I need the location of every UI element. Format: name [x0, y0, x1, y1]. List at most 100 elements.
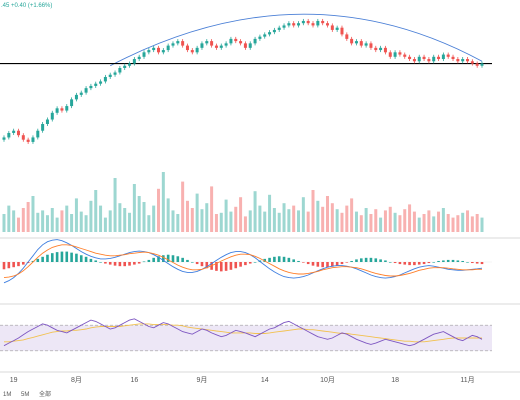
- volume-bar: [446, 214, 450, 232]
- candle-body: [123, 65, 127, 68]
- candle-body: [161, 50, 165, 53]
- candle-body: [99, 81, 103, 84]
- x-axis: 198月169月1410月1811月1512月142022172月: [10, 376, 475, 384]
- volume-bar: [248, 210, 252, 232]
- volume-bar: [103, 217, 107, 232]
- macd-histogram-bar: [89, 258, 93, 262]
- macd-histogram-bar: [456, 260, 460, 262]
- volume-bar: [480, 217, 484, 232]
- candle-body: [466, 59, 470, 62]
- volume-bar: [137, 196, 141, 232]
- candle-body: [190, 50, 194, 53]
- candle-body: [205, 41, 209, 44]
- timeframe-1[interactable]: 5M: [21, 392, 29, 398]
- macd-histogram-bar: [480, 262, 484, 265]
- volume-bar: [166, 198, 170, 232]
- volume-bar: [466, 210, 470, 232]
- volume-bar: [147, 215, 151, 232]
- volume-bar: [21, 208, 25, 232]
- volume-bar: [354, 211, 358, 232]
- candle-body: [340, 27, 344, 35]
- candle-body: [456, 59, 460, 62]
- candle-body: [316, 20, 320, 26]
- candle-body: [379, 47, 383, 51]
- volume-bar: [12, 210, 16, 232]
- candle-body: [16, 130, 20, 136]
- candle-body: [480, 63, 484, 66]
- macd-histogram-bar: [113, 262, 117, 266]
- volume-bar: [470, 216, 474, 232]
- volume-bar: [152, 205, 156, 232]
- macd-histogram-bar: [46, 254, 49, 262]
- macd-histogram-bar: [306, 262, 310, 265]
- macd-histogram-bar: [200, 262, 204, 267]
- candle-body: [345, 34, 349, 39]
- macd-histogram-bar: [244, 262, 247, 266]
- macd-histogram-bar: [277, 256, 281, 262]
- candle-body: [224, 43, 228, 46]
- macd-histogram-bar: [326, 262, 329, 268]
- candle-body: [60, 108, 64, 111]
- volume-bar: [36, 212, 40, 232]
- macd-histogram-bar: [302, 262, 305, 263]
- macd-histogram-bar: [364, 257, 368, 262]
- volume-bar: [74, 198, 78, 232]
- macd-histogram-bar: [335, 262, 339, 266]
- volume-bar: [441, 208, 445, 232]
- volume-bar: [84, 215, 88, 232]
- volume-bar: [350, 198, 354, 232]
- candle-body: [272, 29, 276, 33]
- candle-body: [253, 38, 257, 44]
- candle-body: [239, 41, 243, 44]
- candle-body: [128, 63, 132, 66]
- candle-body: [248, 43, 252, 48]
- macd-histogram-bar: [422, 262, 426, 265]
- timeframe-0[interactable]: 1M: [3, 392, 11, 398]
- volume-bar: [55, 217, 59, 232]
- volume-bar: [41, 210, 45, 232]
- macd-histogram-bar: [388, 262, 392, 263]
- candle-body: [441, 54, 445, 60]
- candle-body: [171, 43, 175, 46]
- timeframe-2[interactable]: 全部: [39, 390, 51, 398]
- volume-bar: [205, 203, 209, 232]
- volume-bar: [427, 210, 431, 232]
- macd-histogram-bar: [108, 262, 112, 265]
- candle-body: [157, 47, 161, 53]
- candle-body: [364, 43, 368, 46]
- x-tick-label: 10月: [320, 376, 335, 384]
- macd-histogram-bar: [432, 262, 436, 263]
- macd-histogram-bar: [118, 262, 122, 267]
- candle-body: [21, 135, 25, 140]
- volume-bar: [161, 172, 165, 232]
- candle-body: [297, 23, 301, 26]
- macd-histogram-bar: [350, 260, 353, 262]
- macd-histogram-bar: [461, 260, 464, 262]
- volume-bar: [374, 209, 378, 232]
- macd-histogram-bar: [311, 262, 315, 266]
- candle-body: [393, 52, 397, 57]
- volume-bar: [224, 199, 228, 232]
- volume-bar: [297, 210, 301, 232]
- volume-bar: [253, 191, 257, 232]
- candle-body: [45, 119, 49, 124]
- candle-body: [132, 59, 136, 64]
- candle-body: [108, 74, 112, 77]
- volume-bar: [412, 211, 416, 232]
- candle-body: [210, 41, 214, 46]
- volume-bar: [388, 206, 392, 232]
- volume-bar: [16, 217, 20, 232]
- candle-body: [234, 38, 238, 42]
- volume-bar: [475, 214, 479, 232]
- macd-histogram-bar: [55, 252, 59, 262]
- macd-histogram-bar: [99, 262, 102, 263]
- timeframe-selector[interactable]: 1M 5M 全部: [3, 390, 51, 398]
- volume-bar: [113, 178, 117, 232]
- candle-body: [55, 108, 59, 113]
- volume-bar: [403, 209, 407, 232]
- volume-bar: [243, 216, 247, 232]
- macd-histogram-bar: [253, 262, 257, 263]
- macd-histogram-bar: [331, 262, 334, 267]
- macd-histogram-bar: [451, 259, 455, 262]
